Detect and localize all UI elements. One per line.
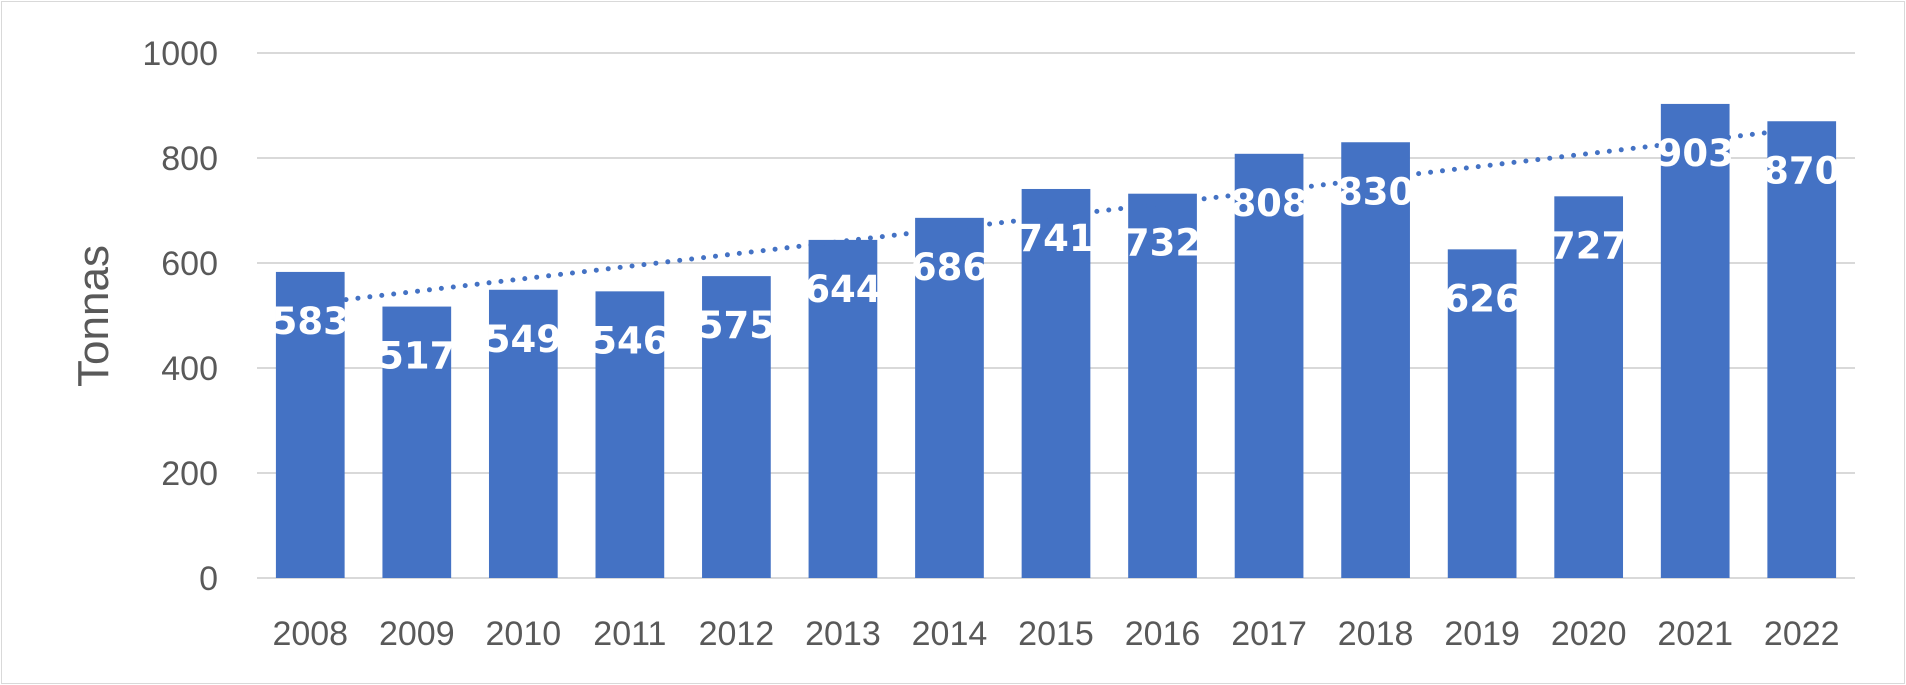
- bar-2014: [915, 217, 984, 578]
- bar-2010: [488, 289, 558, 578]
- data-label-2010: 549: [485, 318, 562, 361]
- trendline: [307, 126, 1805, 307]
- bar-2022: [1767, 121, 1837, 578]
- x-tick-label: 2018: [1338, 615, 1414, 653]
- data-label-2009: 517: [378, 335, 455, 378]
- bar-2017: [1234, 153, 1304, 579]
- x-tick-label: 2011: [593, 615, 666, 653]
- bar-2011: [595, 291, 665, 578]
- x-tick-label: 2008: [272, 615, 348, 653]
- bar-2018: [1341, 142, 1410, 578]
- data-label-2020: 727: [1550, 224, 1627, 267]
- data-label-2012: 575: [698, 304, 775, 347]
- y-tick-label: 1000: [142, 35, 218, 73]
- data-label-2013: 644: [804, 268, 881, 311]
- data-label-2022: 870: [1763, 149, 1840, 192]
- x-tick-label: 2015: [1018, 615, 1094, 653]
- y-tick-label: 600: [161, 245, 218, 283]
- y-tick-label: 800: [161, 140, 218, 178]
- data-label-2011: 546: [591, 319, 668, 362]
- data-label-2017: 808: [1230, 182, 1307, 225]
- x-axis-ticks: 2008 2009 2010 2011 2012 2013 2014 2015 2016 2017…: [272, 615, 1839, 653]
- x-tick-label: 2014: [912, 615, 988, 653]
- data-label-2008: 583: [272, 300, 349, 343]
- data-label-2014: 686: [911, 246, 988, 289]
- bar-2016: [1128, 193, 1197, 578]
- bar-2013: [808, 239, 878, 578]
- x-tick-label: 2021: [1657, 615, 1733, 653]
- x-tick-label: 2016: [1125, 615, 1201, 653]
- data-label-2021: 903: [1657, 132, 1734, 175]
- y-tick-label: 200: [161, 455, 218, 493]
- data-labels: 583 517 549 546 575 644 686 741 732 808 830 626 727 9…: [272, 132, 1841, 378]
- x-tick-label: 2009: [379, 615, 455, 653]
- bar-2021: [1660, 103, 1730, 579]
- trendline-layer: [307, 126, 1805, 307]
- x-tick-label: 2022: [1764, 615, 1840, 653]
- data-label-2018: 830: [1337, 170, 1414, 213]
- x-tick-label: 2013: [805, 615, 881, 653]
- y-axis-label: Tonnas: [69, 245, 118, 387]
- x-tick-label: 2020: [1551, 615, 1627, 653]
- y-tick-label: 0: [199, 560, 218, 598]
- x-tick-label: 2019: [1444, 615, 1520, 653]
- data-label-2015: 741: [1017, 217, 1094, 260]
- bar-2020: [1554, 196, 1624, 578]
- y-tick-label: 400: [161, 350, 218, 388]
- bar-2009: [382, 306, 452, 578]
- y-axis-ticks: 0 200 400 600 800 1000: [142, 35, 218, 598]
- bar-2008: [275, 271, 345, 578]
- bar-2012: [702, 276, 771, 578]
- data-label-2016: 732: [1124, 222, 1201, 265]
- x-tick-label: 2010: [486, 615, 562, 653]
- x-tick-label: 2017: [1231, 615, 1307, 653]
- bar-2015: [1021, 188, 1091, 578]
- x-tick-label: 2012: [699, 615, 775, 653]
- bar-2019: [1447, 249, 1517, 578]
- bars: [275, 103, 1837, 579]
- data-label-2019: 626: [1444, 277, 1521, 320]
